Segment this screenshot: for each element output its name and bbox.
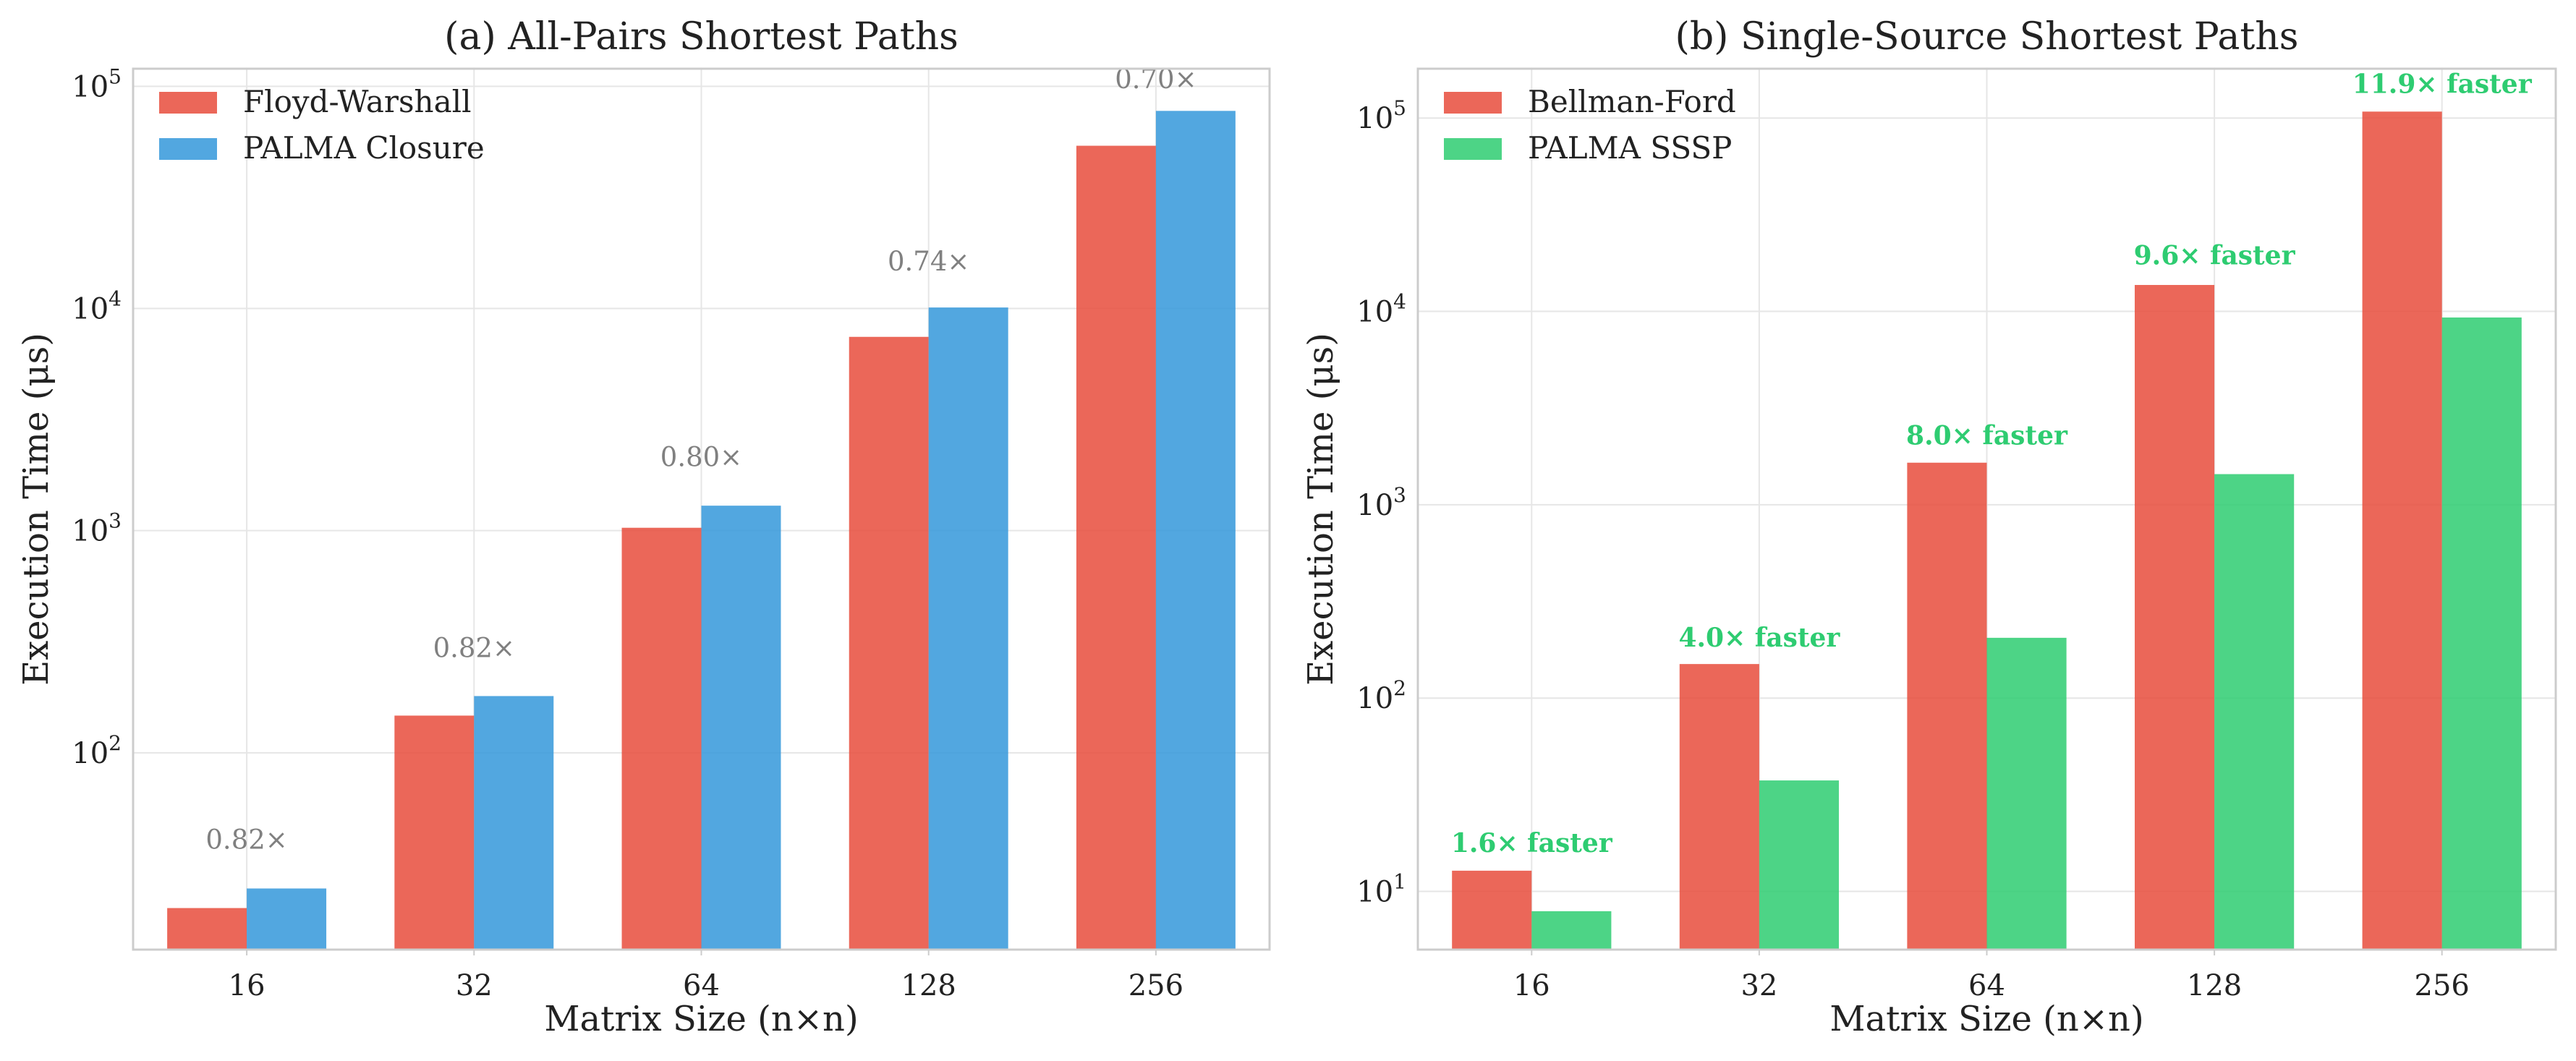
y-axis-label: Execution Time (μs)	[1301, 333, 1341, 686]
bar-floyd-warshall	[1076, 145, 1156, 950]
bar-annotation: 0.80×	[660, 442, 742, 473]
bar-annotation: 4.0× faster	[1678, 623, 1840, 653]
x-tick-label: 64	[1968, 969, 2005, 1002]
bar-floyd-warshall	[394, 715, 475, 950]
bar-floyd-warshall	[849, 336, 929, 950]
y-tick-label: 104	[1356, 290, 1406, 329]
y-tick-label: 103	[1356, 483, 1406, 522]
bar-palma-sssp	[1531, 911, 1612, 950]
bar-annotation: 8.0× faster	[1906, 421, 2068, 451]
legend-label: PALMA Closure	[243, 130, 485, 166]
bar-floyd-warshall	[621, 527, 702, 950]
legend-label: PALMA SSSP	[1528, 130, 1732, 166]
bar-palma-sssp	[1759, 780, 1840, 950]
legend-label: Bellman-Ford	[1528, 84, 1736, 119]
y-tick-label: 105	[72, 64, 122, 103]
legend-label: Floyd-Warshall	[243, 84, 472, 119]
bar-palma-closure	[928, 307, 1008, 950]
bar-annotation: 9.6× faster	[2134, 241, 2296, 271]
bar-palma-sssp	[2441, 317, 2522, 950]
x-axis-label: Matrix Size (n×n)	[1829, 999, 2143, 1039]
y-tick-label: 102	[1356, 676, 1406, 715]
bar-palma-sssp	[2214, 474, 2295, 950]
legend-swatch	[159, 92, 217, 114]
legend-swatch	[159, 138, 217, 160]
chart-title: (a) All-Pairs Shortest Paths	[444, 15, 958, 59]
x-tick-label: 64	[683, 969, 720, 1002]
y-tick-label: 103	[72, 509, 122, 548]
bar-palma-closure	[701, 506, 781, 950]
x-tick-label: 128	[2187, 969, 2242, 1002]
legend-swatch	[1444, 138, 1502, 160]
y-tick-label: 104	[72, 286, 122, 325]
x-tick-label: 256	[1128, 969, 1183, 1002]
bar-palma-closure	[474, 696, 554, 950]
x-tick-label: 32	[456, 969, 493, 1002]
panel-sssp: 1.6× faster 4.0× faster 8.0× faster 9.6× fa…	[1301, 15, 2557, 1039]
bar-palma-closure	[1155, 111, 1236, 950]
bar-bellman-ford	[1679, 664, 1759, 950]
x-tick-label: 16	[229, 969, 265, 1002]
bar-bellman-ford	[2134, 285, 2215, 950]
x-tick-label: 16	[1513, 969, 1550, 1002]
y-tick-label: 105	[1356, 96, 1406, 135]
bar-floyd-warshall	[167, 908, 247, 950]
bar-annotation: 1.6× faster	[1451, 828, 1613, 858]
x-tick-label: 128	[901, 969, 956, 1002]
bar-bellman-ford	[1907, 462, 1987, 950]
y-tick-label: 102	[72, 731, 122, 770]
bar-annotation: 0.82×	[205, 824, 287, 855]
x-tick-label: 256	[2415, 969, 2470, 1002]
x-axis-label: Matrix Size (n×n)	[544, 999, 858, 1039]
y-tick-label: 101	[1356, 870, 1406, 909]
bar-palma-sssp	[1986, 637, 2067, 950]
x-tick-label: 32	[1740, 969, 1777, 1002]
bar-palma-closure	[247, 888, 327, 950]
legend-swatch	[1444, 92, 1502, 114]
bar-annotation: 0.82×	[433, 632, 515, 663]
bar-bellman-ford	[2362, 111, 2442, 950]
y-axis-label: Execution Time (μs)	[16, 333, 56, 686]
bar-annotation: 11.9× faster	[2352, 69, 2533, 99]
panel-apsp: 0.82×0.82×0.80×0.74×0.70×16 32 64 128 256102…	[16, 15, 1271, 1039]
bar-annotation: 0.74×	[888, 246, 969, 277]
chart-title: (b) Single-Source Shortest Paths	[1675, 15, 2299, 59]
bar-bellman-ford	[1452, 870, 1532, 950]
